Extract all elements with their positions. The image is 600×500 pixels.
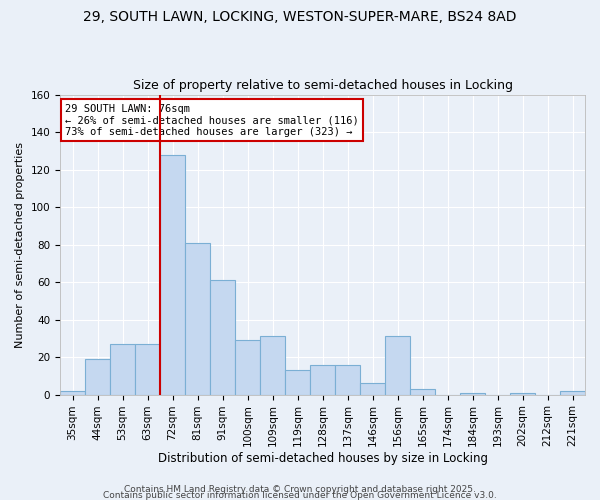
- Title: Size of property relative to semi-detached houses in Locking: Size of property relative to semi-detach…: [133, 79, 512, 92]
- Bar: [360, 384, 385, 394]
- Bar: [460, 392, 485, 394]
- Bar: [560, 391, 585, 394]
- Bar: [410, 389, 435, 394]
- Text: Contains HM Land Registry data © Crown copyright and database right 2025.: Contains HM Land Registry data © Crown c…: [124, 484, 476, 494]
- Text: 29, SOUTH LAWN, LOCKING, WESTON-SUPER-MARE, BS24 8AD: 29, SOUTH LAWN, LOCKING, WESTON-SUPER-MA…: [83, 10, 517, 24]
- Bar: [185, 242, 210, 394]
- Bar: [310, 364, 335, 394]
- Bar: [385, 336, 410, 394]
- Bar: [110, 344, 135, 395]
- Bar: [510, 392, 535, 394]
- Bar: [160, 154, 185, 394]
- Bar: [135, 344, 160, 395]
- Bar: [210, 280, 235, 394]
- Bar: [235, 340, 260, 394]
- Bar: [335, 364, 360, 394]
- Text: 29 SOUTH LAWN: 76sqm
← 26% of semi-detached houses are smaller (116)
73% of semi: 29 SOUTH LAWN: 76sqm ← 26% of semi-detac…: [65, 104, 359, 137]
- Y-axis label: Number of semi-detached properties: Number of semi-detached properties: [15, 142, 25, 348]
- Text: Contains public sector information licensed under the Open Government Licence v3: Contains public sector information licen…: [103, 490, 497, 500]
- Bar: [85, 359, 110, 394]
- Bar: [285, 370, 310, 394]
- Bar: [260, 336, 285, 394]
- X-axis label: Distribution of semi-detached houses by size in Locking: Distribution of semi-detached houses by …: [158, 452, 488, 465]
- Bar: [60, 391, 85, 394]
